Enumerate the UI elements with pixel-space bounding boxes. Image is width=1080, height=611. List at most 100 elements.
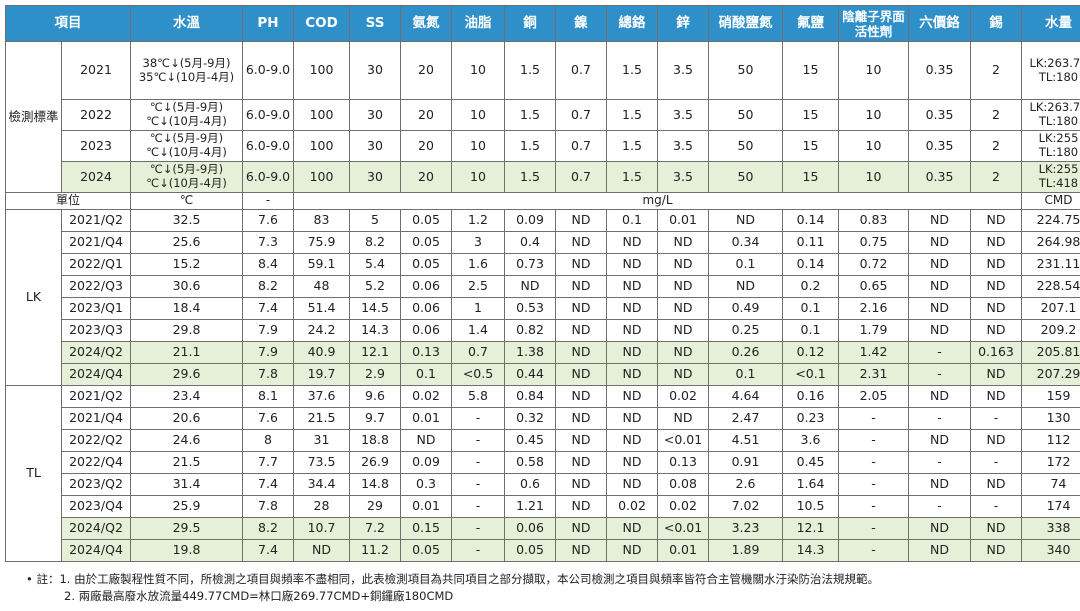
row-value: 15.2 <box>130 253 243 276</box>
row-value: 5 <box>349 209 401 232</box>
row-value: 40.9 <box>293 341 350 364</box>
row-value: 1.89 <box>708 539 783 562</box>
row-value: 30.6 <box>130 275 243 298</box>
row-value: ND <box>555 253 607 276</box>
row-value: ND <box>970 385 1022 408</box>
row-value: 0.7 <box>451 341 505 364</box>
row-value: 0.09 <box>400 451 452 474</box>
row-period: 2024/Q2 <box>61 517 131 540</box>
header-nitrate: 硝酸鹽氮 <box>708 5 783 42</box>
row-value: ND <box>970 517 1022 540</box>
row-value: - <box>908 407 971 430</box>
row-value: 28 <box>293 495 350 518</box>
row-value: ND <box>708 209 783 232</box>
standard-temp-line: ℃↓(10月-4月) <box>146 145 227 159</box>
standard-year: 2023 <box>61 130 131 162</box>
row-value: 7.4 <box>242 539 294 562</box>
row-value: 0.05 <box>400 539 452 562</box>
row-value: ND <box>708 275 783 298</box>
row-value: ND <box>606 275 658 298</box>
standard-value: 15 <box>782 41 839 100</box>
row-value: ND <box>555 407 607 430</box>
row-value: ND <box>555 297 607 320</box>
standard-value: 30 <box>349 41 401 100</box>
row-value: ND <box>555 231 607 254</box>
header-zinc: 鋅 <box>657 5 709 42</box>
standard-value: 20 <box>400 41 452 100</box>
standard-value: 0.35 <box>908 130 971 162</box>
row-value: ND <box>606 363 658 386</box>
row-value: ND <box>606 319 658 342</box>
row-value: 231.11 <box>1021 253 1080 276</box>
row-value: ND <box>970 209 1022 232</box>
row-value: 3.6 <box>782 429 839 452</box>
row-value: - <box>451 451 505 474</box>
row-value: ND <box>657 363 709 386</box>
row-value: ND <box>657 253 709 276</box>
row-value: ND <box>657 341 709 364</box>
row-value: 26.9 <box>349 451 401 474</box>
standard-value: 1.5 <box>504 41 556 100</box>
row-value: 0.01 <box>657 539 709 562</box>
row-value: 0.23 <box>782 407 839 430</box>
unit-label: 單位 <box>5 192 131 210</box>
row-value: 1.4 <box>451 319 505 342</box>
row-value: 0.01 <box>400 495 452 518</box>
standard-flow-line: LK:263.77 <box>1029 55 1080 70</box>
row-value: 1.79 <box>838 319 909 342</box>
standard-value: 0.35 <box>908 99 971 131</box>
row-value: 7.9 <box>242 319 294 342</box>
standard-value: 30 <box>349 161 401 193</box>
row-value: ND <box>606 341 658 364</box>
table-row: 2024/Q2 29.5 8.2 10.7 7.2 0.15-0.06 ND ND <0.01 3… <box>6 517 1080 540</box>
standard-flow-line: TL:180 <box>1038 145 1079 159</box>
row-value: 0.02 <box>657 385 709 408</box>
group-label: TL <box>5 385 62 562</box>
standard-value: 30 <box>349 99 401 131</box>
standard-value: 1.5 <box>606 41 658 100</box>
row-value: 0.1 <box>708 363 783 386</box>
standard-flow: LK:255 TL:418 <box>1021 161 1080 193</box>
row-value: 0.25 <box>708 319 783 342</box>
row-value: ND <box>606 253 658 276</box>
row-value: 7.4 <box>242 473 294 496</box>
row-value: 7.2 <box>349 517 401 540</box>
row-value: ND <box>970 539 1022 562</box>
row-value: 37.6 <box>293 385 350 408</box>
row-value: ND <box>606 231 658 254</box>
row-value: ND <box>504 275 556 298</box>
standard-flow-line: LK:255 <box>1038 131 1079 146</box>
unit-row: 單位 ℃ - mg/L CMD <box>5 192 1080 210</box>
standard-value: 1.5 <box>606 161 658 193</box>
header-ammonia: 氨氮 <box>400 5 452 42</box>
row-value: 0.34 <box>708 231 783 254</box>
header-surfactant: 陰離子界面活性劑 <box>838 5 909 42</box>
row-value: 0.01 <box>400 407 452 430</box>
table-row: TL 2021/Q2 23.4 8.1 37.6 9.6 0.02 5.8 0.84 ND ND 0.… <box>5 385 1080 562</box>
standard-temp-line: ℃↓(10月-4月) <box>146 114 227 128</box>
row-value: - <box>908 451 971 474</box>
row-value: 59.1 <box>293 253 350 276</box>
row-value: 29.6 <box>130 363 243 386</box>
row-value: 0.84 <box>504 385 556 408</box>
row-value: ND <box>970 473 1022 496</box>
standard-value: 15 <box>782 99 839 131</box>
table-row: 2022/Q1 15.2 8.4 59.1 5.4 0.05 1.6 0.73 ND ND ND 0.… <box>6 253 1080 276</box>
row-value: 0.05 <box>400 231 452 254</box>
row-value: ND <box>970 319 1022 342</box>
header-copper: 銅 <box>504 5 556 42</box>
standard-value: 1.5 <box>504 130 556 162</box>
row-period: 2024/Q4 <box>61 363 131 386</box>
row-value: 19.7 <box>293 363 350 386</box>
row-value: 159 <box>1021 385 1080 408</box>
row-value: 74 <box>1021 473 1080 496</box>
row-value: 9.6 <box>349 385 401 408</box>
standard-value: 10 <box>451 161 505 193</box>
row-value: 7.7 <box>242 451 294 474</box>
row-value: ND <box>606 297 658 320</box>
row-value: ND <box>555 275 607 298</box>
standard-value: 0.7 <box>555 130 607 162</box>
row-value: 14.3 <box>349 319 401 342</box>
standard-temp: ℃↓(5月-9月) ℃↓(10月-4月) <box>130 161 243 193</box>
row-period: 2022/Q4 <box>61 451 131 474</box>
